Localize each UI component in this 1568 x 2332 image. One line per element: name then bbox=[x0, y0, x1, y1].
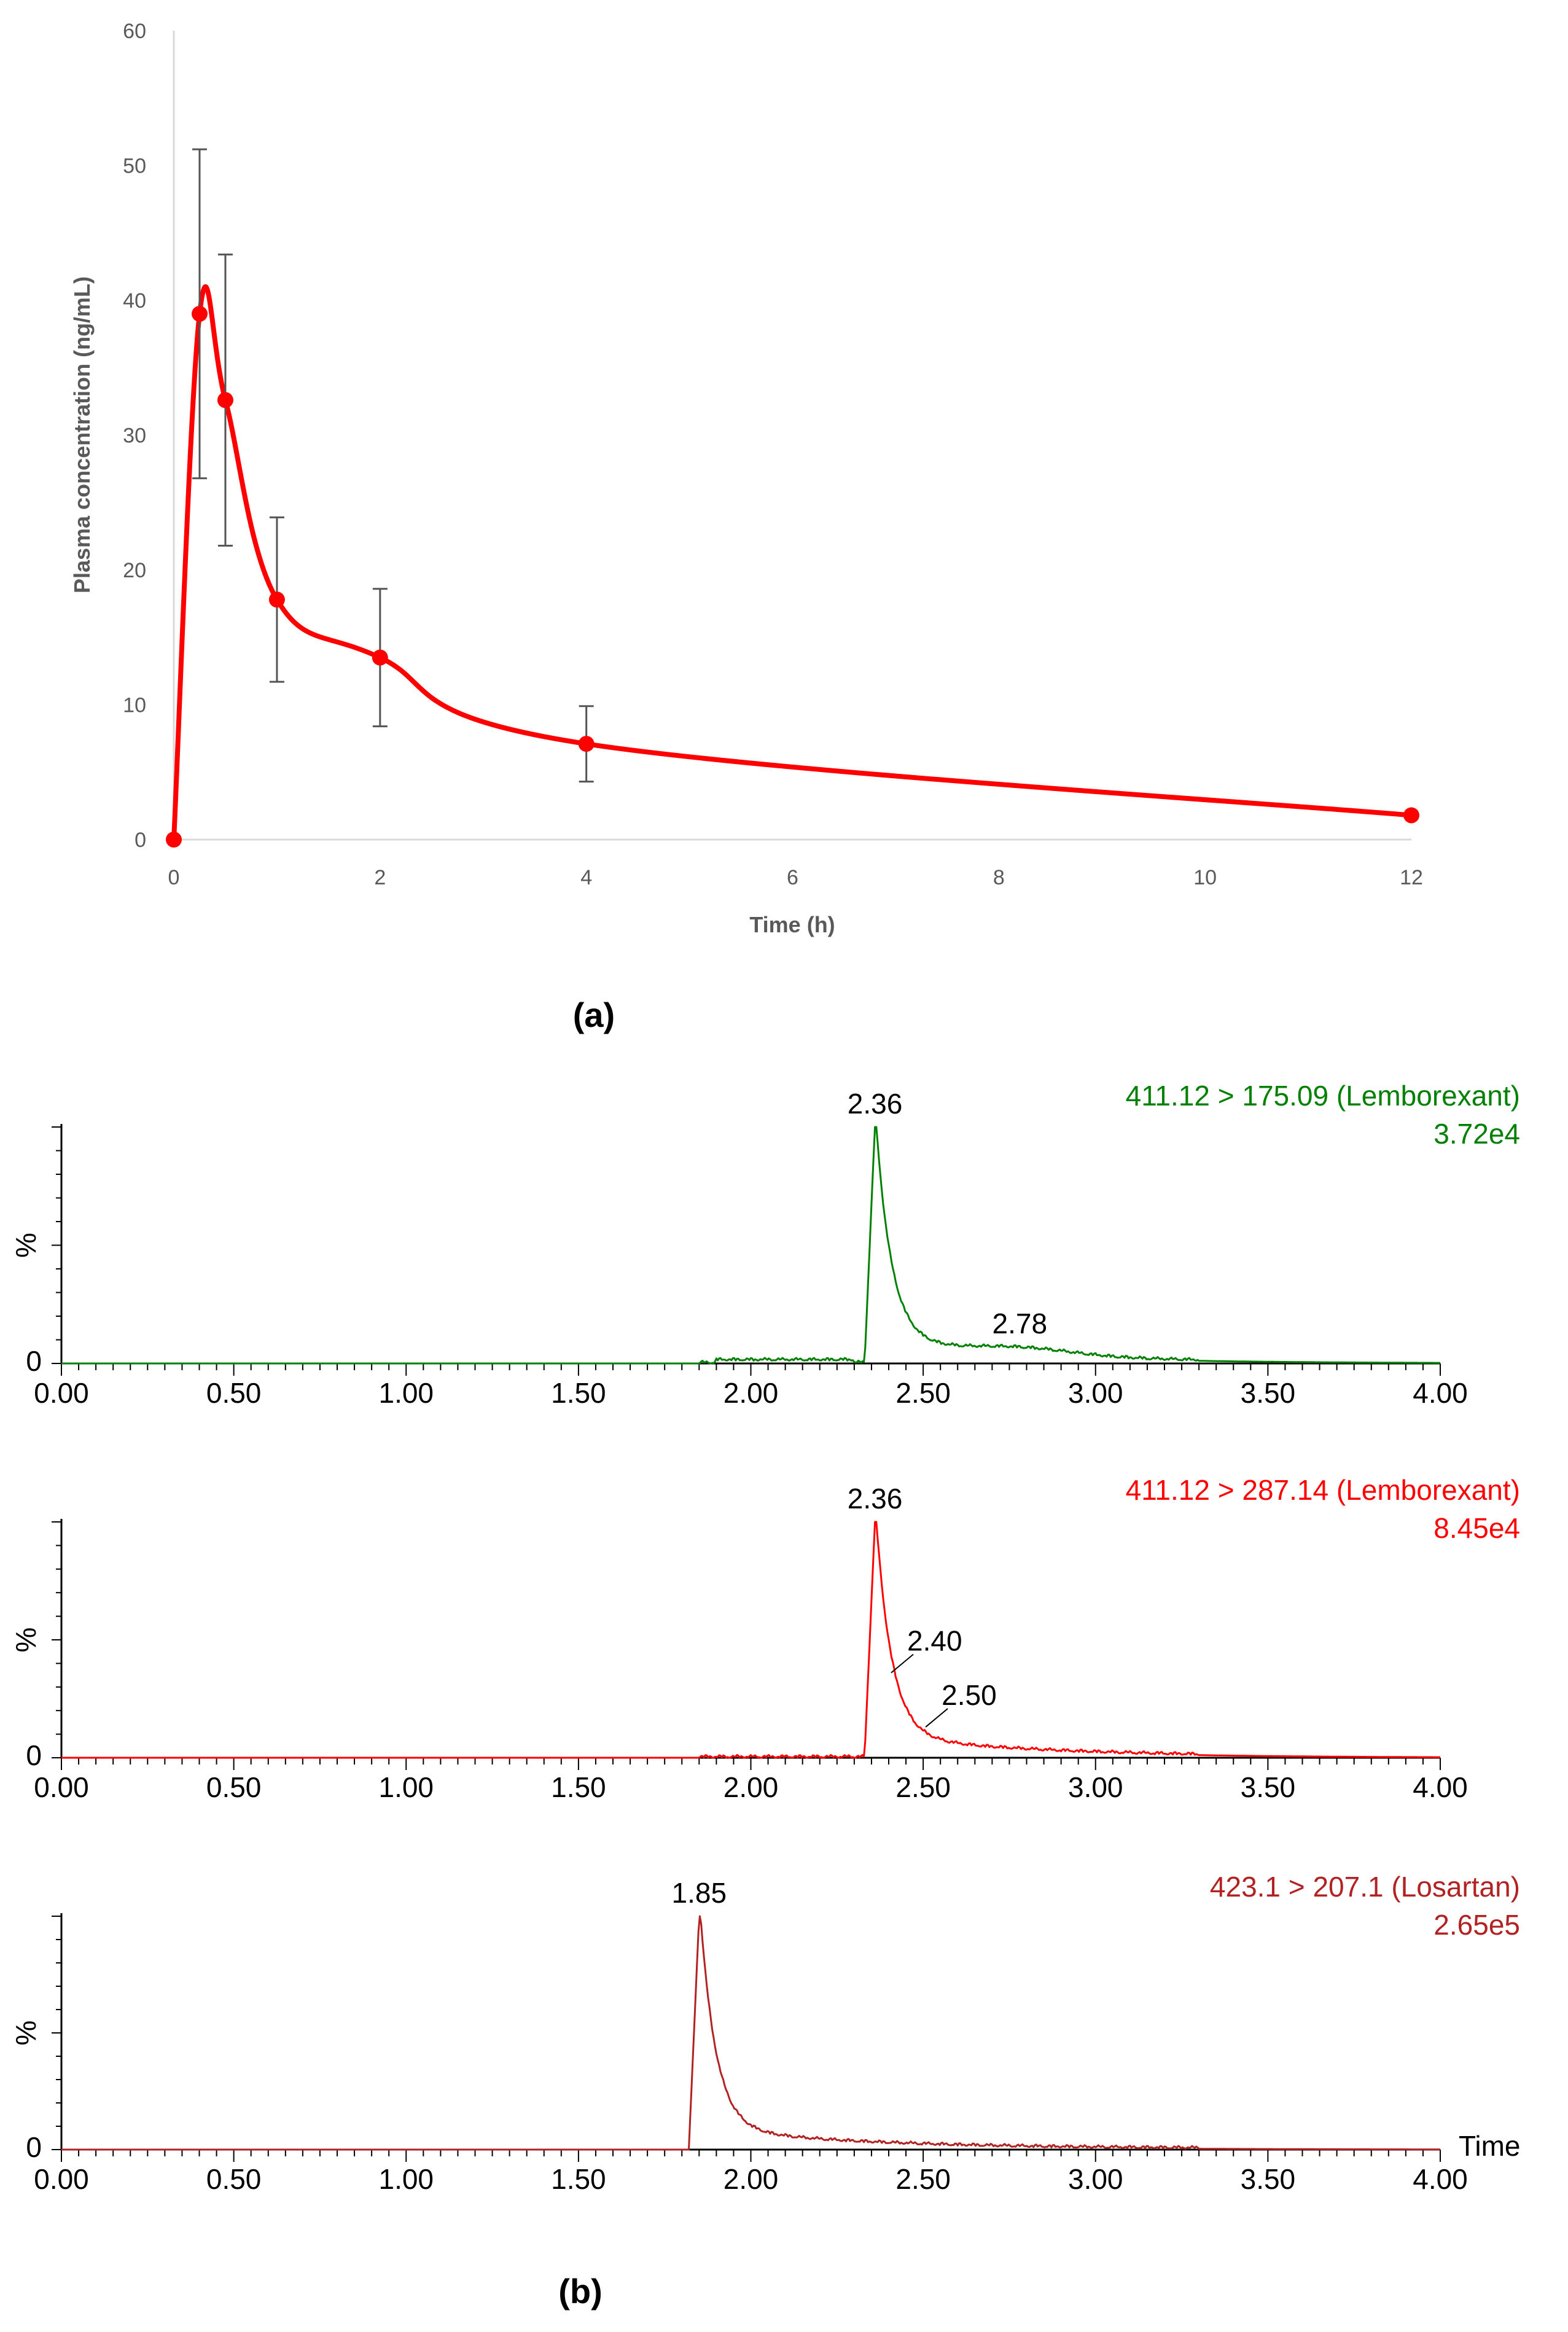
chrom-trace bbox=[61, 1126, 1440, 1365]
panel-b-label: (b) bbox=[558, 2272, 603, 2311]
chrom-x-tick-label: 1.00 bbox=[378, 1377, 434, 1409]
chrom-x-tick-label: 1.50 bbox=[551, 1377, 606, 1409]
pk-y-tick-label: 30 bbox=[123, 424, 146, 448]
chrom-peak-leader bbox=[891, 1653, 914, 1674]
chrom-trace bbox=[61, 1521, 1440, 1759]
chrom-x-tick-label: 0.00 bbox=[34, 2163, 89, 2195]
chrom-peak-label: 2.40 bbox=[907, 1625, 962, 1657]
pk-data-point bbox=[372, 649, 388, 666]
chrom-trace-label: 411.12 > 175.09 (Lemborexant) bbox=[1126, 1080, 1520, 1112]
chrom-x-tick-label: 1.00 bbox=[378, 2163, 434, 2195]
chrom-trace bbox=[61, 1915, 1440, 2151]
chrom-x-tick-label: 2.50 bbox=[895, 1771, 951, 1803]
pk-data-points bbox=[166, 305, 1419, 848]
pk-data-point bbox=[1403, 807, 1419, 824]
chrom-trace-label: 411.12 > 287.14 (Lemborexant) bbox=[1126, 1474, 1520, 1506]
pk-y-tick-label: 40 bbox=[123, 289, 146, 313]
chrom-x-tick-label: 4.00 bbox=[1413, 1771, 1468, 1803]
chromatogram-lemborexant-287: 0.00 0.50 1.00 1.50 2.00 2.50 3.00 3.50 4.00% 0 2.… bbox=[10, 1474, 1520, 1803]
pk-x-tick-label: 8 bbox=[993, 866, 1005, 889]
chrom-x-tick-label: 2.50 bbox=[895, 2163, 951, 2195]
chrom-x-tick-label: 2.50 bbox=[895, 1377, 951, 1409]
chrom-peak-label: 2.36 bbox=[848, 1088, 903, 1120]
chrom-y-zero-label: 0 bbox=[26, 2131, 42, 2163]
chrom-y-axis-title: % bbox=[10, 2021, 42, 2046]
chrom-x-tick-label: 1.00 bbox=[378, 1771, 434, 1803]
chrom-x-tick-label: 4.00 bbox=[1413, 2163, 1468, 2195]
chrom-y-zero-label: 0 bbox=[26, 1739, 42, 1771]
chrom-x-tick-label: 0.50 bbox=[206, 2163, 262, 2195]
chrom-x-tick-label: 0.50 bbox=[206, 1771, 262, 1803]
pk-x-axis-title: Time (h) bbox=[749, 912, 835, 937]
pk-x-tick-label: 0 bbox=[168, 866, 180, 889]
pk-x-ticks: 0 2 4 6 8 10 12 bbox=[168, 866, 1423, 889]
chrom-peak-label: 2.50 bbox=[942, 1679, 997, 1711]
pk-y-tick-label: 0 bbox=[135, 829, 146, 852]
chrom-x-tick-label: 2.00 bbox=[724, 1771, 779, 1803]
chrom-peak-label: 1.85 bbox=[672, 1877, 727, 1909]
panel-a-label: (a) bbox=[573, 996, 615, 1034]
pk-y-tick-label: 20 bbox=[123, 559, 146, 582]
pk-chart: 0 10 20 30 40 50 60 0 2 4 6 8 10 12 Time (h) Plasma … bbox=[69, 20, 1423, 937]
chrom-x-tick-label: 3.50 bbox=[1241, 2163, 1296, 2195]
pk-data-point bbox=[268, 591, 285, 608]
chrom-y-zero-label: 0 bbox=[26, 1345, 42, 1377]
chrom-peak-leader bbox=[925, 1708, 948, 1728]
chrom-trace-label: 423.1 > 207.1 (Losartan) bbox=[1210, 1871, 1520, 1903]
chrom-x-tick-label: 2.00 bbox=[724, 2163, 779, 2195]
chrom-x-tick-label: 3.00 bbox=[1068, 1377, 1123, 1409]
pk-x-tick-label: 4 bbox=[580, 866, 592, 889]
chrom-peak-label: 2.78 bbox=[993, 1308, 1048, 1340]
pk-y-ticks: 0 10 20 30 40 50 60 bbox=[123, 20, 146, 852]
chrom-x-tick-label: 3.00 bbox=[1068, 2163, 1123, 2195]
pk-series-line bbox=[171, 284, 1412, 840]
chrom-y-axis-title: % bbox=[10, 1628, 42, 1653]
pk-data-point bbox=[217, 392, 233, 408]
chrom-x-tick-label: 0.50 bbox=[206, 1377, 262, 1409]
pk-data-point bbox=[578, 736, 595, 752]
chrom-x-tick-label: 1.50 bbox=[551, 1771, 606, 1803]
chrom-x-tick-label: 3.50 bbox=[1241, 1771, 1296, 1803]
chromatogram-losartan: 0.00 0.50 1.00 1.50 2.00 2.50 3.00 3.50 4.00% 0 1.… bbox=[10, 1871, 1521, 2195]
chrom-y-axis-title: % bbox=[10, 1233, 42, 1258]
chrom-x-tick-label: 3.00 bbox=[1068, 1771, 1123, 1803]
chrom-intensity: 8.45e4 bbox=[1433, 1512, 1520, 1544]
pk-y-tick-label: 10 bbox=[123, 694, 146, 717]
pk-data-point bbox=[191, 305, 208, 322]
chrom-x-tick-label: 1.50 bbox=[551, 2163, 606, 2195]
pk-y-tick-label: 50 bbox=[123, 155, 146, 178]
pk-x-tick-label: 10 bbox=[1193, 866, 1217, 889]
chrom-x-tick-label: 3.50 bbox=[1241, 1377, 1296, 1409]
pk-y-axis-title: Plasma concentration (ng/mL) bbox=[69, 276, 95, 593]
pk-x-tick-label: 2 bbox=[374, 866, 386, 889]
chrom-x-tick-label: 0.00 bbox=[34, 1377, 89, 1409]
chrom-intensity: 3.72e4 bbox=[1433, 1118, 1520, 1150]
pk-x-tick-label: 12 bbox=[1400, 866, 1423, 889]
chrom-x-tick-label: 0.00 bbox=[34, 1771, 89, 1803]
pk-x-tick-label: 6 bbox=[787, 866, 798, 889]
chrom-intensity: 2.65e5 bbox=[1433, 1909, 1520, 1941]
chrom-x-tick-label: 2.00 bbox=[724, 1377, 779, 1409]
chrom-x-tick-label: 4.00 bbox=[1413, 1377, 1468, 1409]
chrom-peak-label: 2.36 bbox=[848, 1483, 903, 1515]
chrom-x-axis-title: Time bbox=[1459, 2130, 1521, 2162]
pk-y-tick-label: 60 bbox=[123, 20, 146, 43]
chromatogram-lemborexant-175: 0.00 0.50 1.00 1.50 2.00 2.50 3.00 3.50 4.00% 0 2.… bbox=[10, 1080, 1520, 1409]
pk-data-point bbox=[166, 832, 182, 848]
